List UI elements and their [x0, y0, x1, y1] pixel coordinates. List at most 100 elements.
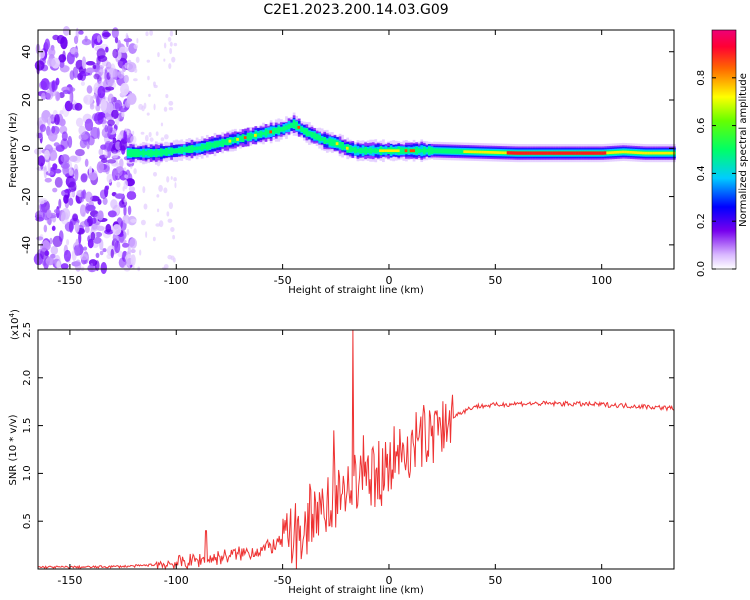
spectrogram-noise-blob [65, 101, 69, 111]
spectrogram-core-cell [532, 151, 535, 155]
spectrogram-noise-blob [96, 95, 100, 107]
spectrogram-noise-blob [127, 205, 132, 216]
spectrogram-ridge [126, 112, 676, 165]
spectrogram-noise-blob [84, 118, 94, 132]
spectrogram-core-cell [409, 149, 413, 153]
spectrogram-ridge-cell [308, 131, 311, 136]
spectrogram-ridge-cell [272, 127, 276, 135]
spectrogram-noise-blob [40, 78, 50, 91]
spectrogram-noise-blob [96, 161, 105, 174]
spectrogram-ridge-cell [264, 129, 268, 137]
spectrogram-core-cell [575, 151, 579, 155]
spectrogram-ridge-cell [461, 149, 464, 154]
snr-y-tick-label: 2.0 [22, 370, 33, 386]
spectrogram-core-cell [243, 136, 247, 140]
spectrogram-noise-blob [80, 71, 91, 77]
spectrogram-ridge-cell [241, 134, 245, 143]
spectrogram-core-cell [562, 151, 566, 155]
spectrogram-noise-blob [133, 43, 139, 50]
spectrogram-noise-blob [81, 38, 92, 46]
spectrogram-noise-blob [83, 246, 88, 251]
spectrogram-noise-blob [95, 103, 101, 112]
colorbar-ticks: 0.0 0.2 0.4 0.6 0.8 [696, 70, 736, 277]
spectrogram-core-cell [493, 151, 497, 154]
spectrogram-noise-blob [80, 253, 89, 261]
spectrogram-noise-blob [133, 68, 138, 73]
spectrogram-ridge-cell [218, 140, 222, 146]
spectrogram-core-cell [642, 151, 645, 155]
spectrogram-noise-blob [45, 89, 54, 101]
spectrogram-noise-blob [60, 36, 68, 50]
spectrogram-noise-blob [166, 176, 170, 183]
colorbar-tick-label: 0.8 [696, 70, 707, 86]
spectrogram-noise-blob [74, 259, 82, 272]
spectrogram-ridge-cell [157, 150, 161, 156]
spectrogram-core-cell [550, 151, 553, 155]
spectrogram-ridge-cell [180, 146, 184, 154]
spectrogram-noise-blob [123, 204, 127, 217]
spectrogram-noise-blob [171, 56, 176, 63]
spectrogram-core-cell [483, 150, 487, 154]
spectrogram-ridge-cell [320, 137, 324, 141]
snr-x-tick-label: 0 [385, 574, 392, 587]
spectrogram-noise-blob [84, 158, 89, 168]
spectrogram-noise-blob [114, 168, 123, 177]
spectrogram-core-cell [598, 151, 602, 155]
snr-x-tick-label: 100 [591, 574, 612, 587]
spectrogram-noise-blob [45, 170, 55, 176]
spectrogram-ridge-cell [195, 146, 199, 151]
spectrogram-noise-blob [78, 30, 84, 35]
spectrogram-noise-blob [114, 36, 119, 44]
spectrogram-core-cell [634, 151, 638, 154]
spectrogram-noise-blob [68, 220, 74, 233]
spectrogram-noise-blob [114, 193, 125, 200]
spectrogram-y-tick-label: -40 [20, 236, 33, 254]
spectrogram-noise-blob [97, 85, 106, 99]
spectrogram-noise-blob [84, 225, 90, 234]
spectrogram-core-cell [412, 149, 415, 153]
spectrogram-ridge-cell [300, 126, 304, 132]
snr-scale-label: (x104) [8, 309, 21, 340]
spectrogram-noise-blob [117, 149, 122, 156]
spectrogram-noise-blob [67, 135, 73, 149]
spectrogram-ridge-cell [251, 134, 255, 138]
spectrogram-noise-blob [107, 93, 114, 104]
spectrogram-core-cell [468, 150, 472, 154]
spectrogram-noise-blob [63, 249, 72, 262]
spectrogram-noise-blob [79, 204, 87, 217]
spectrogram-ridge-cell [200, 143, 204, 152]
spectrogram-noise-blob [99, 250, 104, 256]
spectrogram-core-cell [626, 150, 630, 154]
snr-y-tick-label: 1.5 [22, 418, 33, 434]
spectrogram-ridge-cell [328, 138, 332, 146]
spectrogram-noise-blob [35, 216, 45, 222]
spectrogram-ridge-cell [129, 149, 133, 158]
spectrogram-noise-blob [80, 172, 88, 181]
spectrogram-core-cell [670, 151, 673, 155]
spectrogram-noise-blob [121, 111, 125, 118]
spectrogram-noise-blob [153, 103, 156, 111]
spectrogram-noise-blob [124, 174, 129, 179]
spectrogram-ridge-cell [325, 139, 329, 144]
spectrogram-ridge-cell [364, 146, 367, 155]
spectrogram-core-cell [573, 151, 576, 155]
spectrogram-noise-blob [139, 249, 142, 256]
spectrogram-noise-blob [100, 98, 107, 112]
spectrogram-core-cell [639, 151, 643, 155]
spectrogram-noise-blob [146, 112, 150, 116]
spectrogram-noise-blob [101, 127, 111, 139]
spectrogram-core-cell [516, 151, 520, 155]
spectrogram-ridge-cell [147, 150, 150, 157]
spectrogram-core-cell [647, 151, 650, 155]
spectrogram-noise-blob [91, 217, 97, 224]
spectrogram-core-cell [491, 151, 495, 154]
spectrogram-ridge-cell [267, 130, 270, 135]
spectrogram-noise-blob [98, 148, 104, 156]
spectrogram-noise-blob [173, 177, 177, 182]
spectrogram-noise-blob [74, 102, 83, 111]
spectrogram-core-cell [396, 149, 400, 153]
spectrogram-noise-blob [145, 231, 148, 239]
spectrogram-ridge-cell [451, 148, 454, 154]
spectrogram-core-cell [542, 151, 546, 155]
spectrogram-core-cell [269, 130, 273, 134]
